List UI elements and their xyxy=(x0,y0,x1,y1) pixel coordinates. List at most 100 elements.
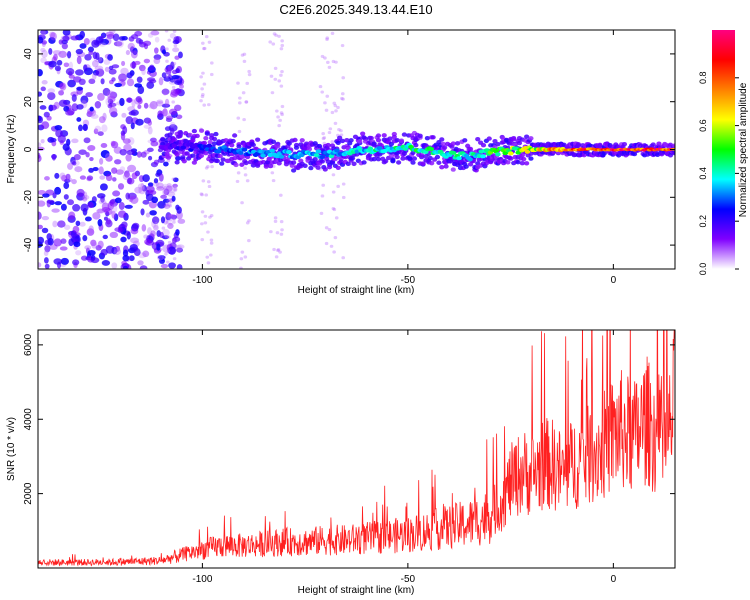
spectrogram-noise-blob xyxy=(61,174,68,182)
spectrogram-ridge-halo xyxy=(672,150,675,156)
spectrogram-noise-blob xyxy=(51,208,60,213)
spectrogram-noise-blob xyxy=(138,186,146,195)
spectrogram-streak-blob xyxy=(333,236,338,240)
spectrogram-noise-blob xyxy=(134,186,142,194)
spectrogram-noise-blob xyxy=(38,262,42,268)
spectrogram-noise-blob xyxy=(84,53,92,61)
spectrogram-noise-blob xyxy=(160,216,166,224)
spectrogram-noise-blob xyxy=(147,155,153,161)
spectrogram-noise-blob xyxy=(88,78,96,84)
spectrogram-noise-blob xyxy=(160,194,167,199)
spectrogram-ridge-halo xyxy=(436,160,442,165)
spectrogram-streak-blob xyxy=(200,94,205,99)
spectrogram-ridge-halo xyxy=(204,131,210,136)
spectrogram-noise-blob xyxy=(82,196,88,202)
spectrogram-noise-blob xyxy=(153,221,159,230)
spectrogram-noise-blob xyxy=(94,100,102,109)
spectrogram-noise-blob xyxy=(118,73,127,82)
spectrogram-streak-blob xyxy=(236,171,241,175)
spectrogram-streak-blob xyxy=(330,31,335,35)
spectrogram-ridge-halo xyxy=(211,136,218,142)
spectrogram-noise-blob xyxy=(130,122,135,130)
spectrogram-noise-blob xyxy=(149,79,157,84)
spectrogram-streak-blob xyxy=(325,94,330,98)
spectrogram-noise-blob xyxy=(82,194,90,200)
spectrogram-ridge-halo xyxy=(368,135,374,141)
spectrogram-ridge-halo xyxy=(177,130,183,135)
spectrogram-noise-blob xyxy=(112,177,117,182)
spectrogram-streak-blob xyxy=(268,40,273,44)
spectrogram-ridge-halo xyxy=(184,151,190,156)
spectrogram-streak-blob xyxy=(171,85,176,90)
spectrogram-ridge-core xyxy=(180,145,187,150)
spectrogram-y-tick-label: -40 xyxy=(23,237,34,252)
spectrogram-noise-blob xyxy=(63,62,70,68)
spectrogram-noise-blob xyxy=(122,265,129,269)
spectrogram-ridge-halo xyxy=(515,159,521,165)
spectrogram-streak-blob xyxy=(242,52,247,56)
spectrogram-noise-blob xyxy=(154,36,160,43)
spectrogram-noise-blob xyxy=(46,115,52,121)
spectrogram-noise-blob xyxy=(130,237,140,244)
spectrogram-noise-blob xyxy=(66,177,73,182)
spectrogram-noise-blob xyxy=(141,224,147,232)
spectrogram-noise-blob xyxy=(114,159,122,165)
spectrogram-ridge-halo xyxy=(398,138,405,143)
spectrogram-noise-blob xyxy=(44,176,50,181)
spectrogram-ridge-halo xyxy=(302,163,308,168)
spectrogram-noise-blob xyxy=(105,153,111,161)
spectrogram-streak-blob xyxy=(202,103,207,107)
spectrogram-streak-blob xyxy=(245,221,250,225)
spectrogram-noise-blob xyxy=(44,245,51,253)
spectrogram-ridge-halo xyxy=(187,132,193,138)
spectrogram-streak-blob xyxy=(279,111,284,115)
spectrogram-streak-blob xyxy=(200,237,205,242)
spectrogram-noise-blob xyxy=(161,103,171,108)
spectrogram-noise-blob xyxy=(92,72,97,80)
spectrogram-noise-blob xyxy=(122,254,130,262)
spectrogram-ridge-core xyxy=(367,146,374,151)
spectrogram-streak-blob xyxy=(341,256,346,260)
spectrogram-ridge-halo xyxy=(164,151,170,157)
spectrogram-streak-blob xyxy=(207,103,211,107)
snr-ylabel: SNR (10 * v/v) xyxy=(6,417,17,481)
spectrogram-noise-blob xyxy=(166,183,172,188)
spectrogram-noise-blob xyxy=(127,164,137,173)
spectrogram-noise-blob xyxy=(147,32,154,38)
spectrogram-noise-blob xyxy=(63,181,70,190)
spectrogram-streak-blob xyxy=(245,81,250,85)
spectrogram-axes: -100 -50 0 -40 -20 0 20 40 xyxy=(23,30,675,286)
spectrogram-streak-blob xyxy=(340,43,345,48)
spectrogram-noise-blob xyxy=(92,212,101,220)
spectrogram-ridge-halo xyxy=(236,144,242,149)
spectrogram-noise-blob xyxy=(47,92,56,101)
spectrogram-ridge-core xyxy=(186,142,192,147)
spectrogram-noise-blob xyxy=(161,88,170,95)
snr-marks xyxy=(38,330,675,567)
spectrogram-ridge-halo xyxy=(275,143,281,149)
spectrogram-noise-blob xyxy=(41,49,48,58)
spectrogram-streak-blob xyxy=(279,232,284,236)
spectrogram-streak-blob xyxy=(275,109,279,113)
spectrogram-noise-blob xyxy=(108,102,117,108)
spectrogram-ridge-core xyxy=(269,148,276,153)
spectrogram-ridge-halo xyxy=(201,140,208,146)
spectrogram-noise-blob xyxy=(97,240,104,249)
spectrogram-noise-blob xyxy=(38,236,45,245)
spectrogram-ridge-halo xyxy=(286,141,292,146)
spectrogram-streak-blob xyxy=(238,101,242,105)
spectrogram-y-tick-label: 0 xyxy=(23,146,34,152)
spectrogram-noise-blob xyxy=(72,161,77,166)
spectrogram-noise-blob xyxy=(174,80,183,85)
spectrogram-noise-blob xyxy=(134,83,143,88)
spectrogram-ridge-halo xyxy=(439,137,445,142)
spectrogram-streak-blob xyxy=(209,214,214,218)
spectrogram-streak-blob xyxy=(172,257,177,261)
spectrogram-streak-blob xyxy=(269,230,273,234)
spectrogram-noise-blob xyxy=(73,241,81,248)
spectrogram-streak-blob xyxy=(273,219,278,223)
spectrogram-ridge-halo xyxy=(417,133,423,138)
spectrogram-noise-blob xyxy=(145,185,155,193)
spectrogram-noise-blob xyxy=(68,211,76,220)
spectrogram-noise-blob xyxy=(149,64,155,71)
